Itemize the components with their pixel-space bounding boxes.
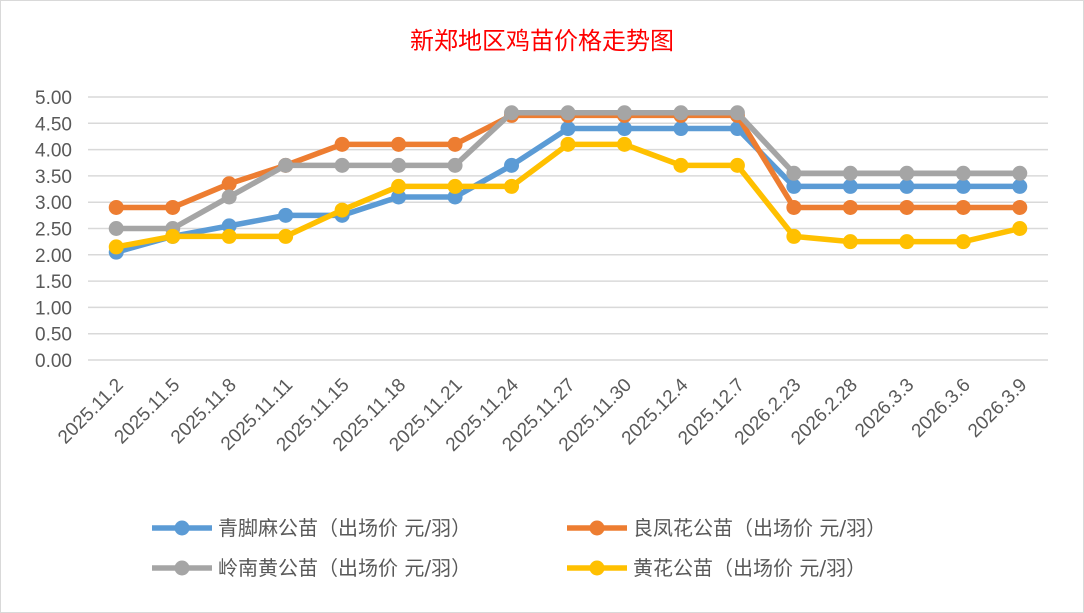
y-tick-label: 3.50: [35, 167, 72, 188]
data-point: [108, 221, 124, 236]
y-tick-label: 1.00: [35, 298, 72, 319]
data-point: [447, 189, 463, 205]
data-point: [842, 178, 858, 194]
data-point: [391, 136, 407, 152]
y-tick-label: 2.00: [35, 246, 72, 267]
y-tick-label: 0.00: [35, 351, 72, 372]
data-point: [391, 189, 407, 205]
series-2: [108, 105, 1028, 236]
y-tick-label: 4.50: [35, 114, 72, 135]
x-tick-label: 2026.3.3: [851, 375, 918, 442]
legend-label: 青脚麻公苗（出场价 元/羽）: [218, 516, 471, 540]
data-point: [221, 189, 237, 205]
x-tick-label: 2026.3.9: [964, 375, 1031, 442]
legend-label: 黄花公苗（出场价 元/羽）: [633, 556, 866, 580]
data-point: [842, 199, 858, 215]
y-tick-label: 5.00: [35, 88, 72, 109]
y-tick-label: 0.50: [35, 325, 72, 346]
data-point: [955, 165, 971, 181]
data-point: [447, 136, 463, 152]
data-point: [108, 199, 124, 215]
chart-title: 新郑地区鸡苗价格走势图: [410, 27, 674, 55]
data-point: [616, 136, 632, 152]
data-point: [786, 199, 802, 215]
data-point: [165, 199, 181, 215]
data-point: [108, 239, 124, 255]
data-point: [729, 157, 745, 173]
data-point: [729, 105, 745, 121]
y-tick-label: 4.00: [35, 141, 72, 162]
data-point: [447, 157, 463, 173]
data-point: [786, 165, 802, 181]
data-point: [560, 121, 576, 137]
y-tick-label: 3.00: [35, 193, 72, 214]
data-point: [334, 157, 350, 173]
data-point: [955, 234, 971, 250]
data-point: [899, 199, 915, 215]
data-point: [560, 105, 576, 121]
data-point: [899, 178, 915, 194]
data-point: [560, 136, 576, 152]
data-point: [786, 228, 802, 244]
data-point: [221, 176, 237, 192]
data-point: [278, 207, 294, 223]
data-point: [278, 157, 294, 173]
data-point: [955, 199, 971, 215]
data-point: [221, 228, 237, 244]
series-3: [108, 136, 1028, 255]
y-tick-label: 2.50: [35, 220, 72, 241]
legend-marker: [589, 520, 605, 536]
data-point: [504, 178, 520, 194]
data-point: [165, 228, 181, 244]
data-point: [616, 121, 632, 137]
legend-item: 良凤花公苗（出场价 元/羽）: [567, 516, 886, 540]
legend-item: 黄花公苗（出场价 元/羽）: [567, 556, 866, 580]
data-point: [504, 157, 520, 173]
data-point: [899, 165, 915, 181]
series-line: [115, 141, 1021, 250]
data-point: [1012, 178, 1028, 194]
data-point: [1012, 165, 1028, 181]
data-point: [221, 218, 237, 234]
data-point: [673, 105, 689, 121]
data-point: [616, 105, 632, 121]
data-point: [673, 121, 689, 137]
data-point: [334, 202, 350, 218]
y-tick-label: 1.50: [35, 272, 72, 293]
data-point: [447, 178, 463, 194]
data-point: [899, 234, 915, 250]
data-point: [842, 234, 858, 250]
data-point: [1012, 221, 1028, 236]
legend-marker: [174, 560, 190, 576]
legend-label: 良凤花公苗（出场价 元/羽）: [633, 516, 886, 540]
data-point: [391, 178, 407, 194]
data-point: [842, 165, 858, 181]
legend-label: 岭南黄公苗（出场价 元/羽）: [218, 556, 471, 580]
legend-marker: [174, 520, 190, 536]
data-point: [786, 178, 802, 194]
data-point: [391, 157, 407, 173]
data-point: [955, 178, 971, 194]
legend-item: 岭南黄公苗（出场价 元/羽）: [152, 556, 471, 580]
data-point: [1012, 199, 1028, 215]
data-point: [334, 136, 350, 152]
data-point: [504, 105, 520, 121]
legend-marker: [589, 560, 605, 576]
legend-item: 青脚麻公苗（出场价 元/羽）: [152, 516, 471, 540]
data-point: [673, 157, 689, 173]
data-point: [278, 228, 294, 244]
x-tick-label: 2026.3.6: [908, 375, 975, 442]
